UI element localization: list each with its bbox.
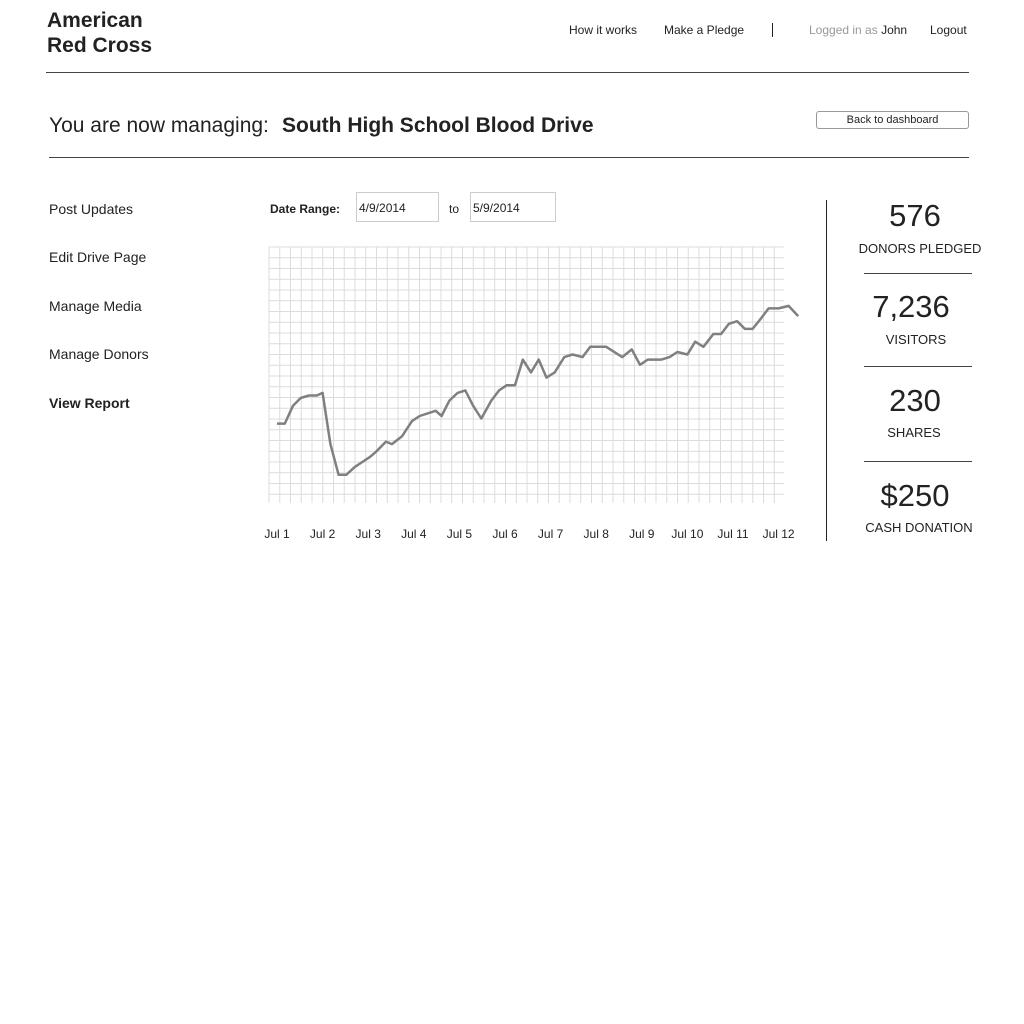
x-tick-label: Jul 7 <box>538 527 564 541</box>
stat-separator <box>864 461 972 462</box>
cash-donation-value: $250 <box>880 478 950 513</box>
logo-line1: American <box>47 9 143 32</box>
donors-pledged-value: 576 <box>889 198 941 233</box>
date-from-input[interactable]: 4/9/2014 <box>356 192 439 222</box>
shares-value: 230 <box>889 383 941 418</box>
logout-link[interactable]: Logout <box>930 23 967 37</box>
visitors-value: 7,236 <box>872 289 950 324</box>
date-range-to-label: to <box>449 202 460 216</box>
visitors-label: VISITORS <box>885 332 947 347</box>
x-tick-label: Jul 6 <box>492 527 518 541</box>
series-line <box>277 304 800 477</box>
stat-separator <box>864 366 972 367</box>
x-tick-label: Jul 9 <box>629 527 655 541</box>
x-tick-label: Jul 1 <box>264 527 290 541</box>
logo-line2: Red Cross <box>47 34 153 57</box>
sidebar-item-view-report[interactable]: View Report <box>49 395 130 411</box>
nav-separator <box>772 23 773 37</box>
x-tick-label: Jul 8 <box>584 527 610 541</box>
logged-in-prefix: Logged in as <box>809 23 878 37</box>
x-tick-label: Jul 3 <box>356 527 382 541</box>
logo[interactable]: American Red Cross <box>47 8 152 58</box>
nav-how-it-works[interactable]: How it works <box>569 23 638 37</box>
logged-in-user: John <box>881 23 908 37</box>
x-tick-label: Jul 11 <box>717 527 748 541</box>
date-to-input[interactable]: 5/9/2014 <box>470 192 556 222</box>
stats-divider-vertical <box>826 200 827 541</box>
x-tick-label: Jul 4 <box>401 527 427 541</box>
sidebar-item-edit-drive-page[interactable]: Edit Drive Page <box>49 249 147 265</box>
donors-pledged-label: DONORS PLEDGED <box>858 241 982 256</box>
drive-name: South High School Blood Drive <box>282 114 594 137</box>
x-tick-label: Jul 12 <box>763 527 795 541</box>
date-range-label: Date Range: <box>270 202 341 216</box>
x-tick-label: Jul 10 <box>671 527 703 541</box>
shares-label: SHARES <box>887 425 941 440</box>
sidebar-item-manage-media[interactable]: Manage Media <box>49 298 142 314</box>
nav-make-pledge[interactable]: Make a Pledge <box>664 23 745 37</box>
managing-prefix: You are now managing: <box>49 114 269 137</box>
report-line-chart: Jul 1 Jul 2 Jul 3 Jul 4 Jul 5 Jul 6 Jul 7 Jul 8… <box>264 246 800 541</box>
sidebar-item-post-updates[interactable]: Post Updates <box>49 201 134 217</box>
x-tick-label: Jul 2 <box>310 527 336 541</box>
logged-in-status: Logged in as John <box>809 23 907 37</box>
header-divider <box>46 72 969 73</box>
x-tick-label: Jul 5 <box>447 527 473 541</box>
sidebar-item-manage-donors[interactable]: Manage Donors <box>49 346 149 362</box>
cash-donation-label: CASH DONATION <box>865 520 973 535</box>
stat-separator <box>864 273 972 274</box>
back-to-dashboard-button[interactable]: Back to dashboard <box>816 111 969 129</box>
title-divider <box>49 157 969 158</box>
